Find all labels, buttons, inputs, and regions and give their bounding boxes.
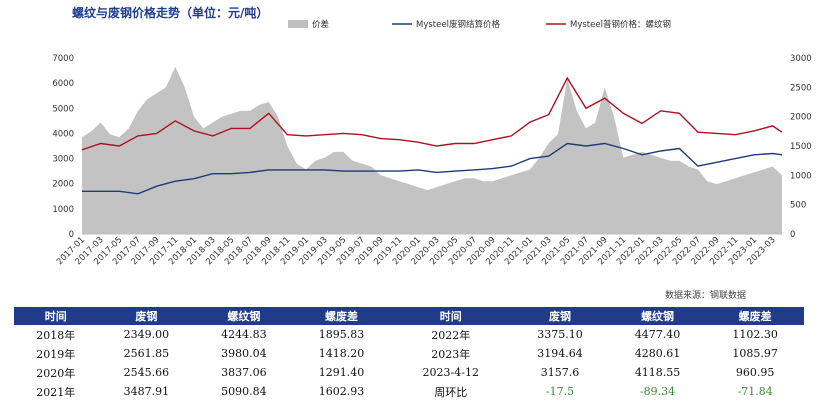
table-cell: 3375.10 (537, 328, 583, 341)
y-right-tick-label: 1500 (790, 142, 812, 152)
header-time-left: 时间 (44, 310, 67, 323)
table-cell-negative: -17.5 (545, 385, 575, 398)
table-cell: 4244.83 (221, 328, 267, 341)
chart-title: 螺纹与废钢价格走势（单位：元/吨） (72, 6, 269, 20)
header-scrap-left: 废钢 (135, 310, 158, 323)
header-time-right: 时间 (439, 310, 462, 323)
table-cell: 2018年 (36, 328, 76, 342)
y-left-tick-label: 6000 (52, 79, 74, 89)
y-left-tick-label: 3000 (52, 155, 74, 165)
header-rebar-left: 螺纹钢 (227, 310, 261, 323)
legend-label-rebar: Mysteel普钢价格：螺纹钢 (570, 19, 671, 30)
table-cell: 1895.83 (318, 328, 365, 341)
table-cell-negative: -89.34 (639, 385, 676, 398)
y-right-tick-label: 2500 (790, 83, 812, 93)
y-left-tick-label: 7000 (52, 54, 74, 64)
y-right-tick-label: 3000 (790, 54, 812, 64)
table-cell: 1085.97 (732, 347, 778, 360)
table-row: 2021年 3487.91 5090.84 1602.93 周环比 -17.5 … (14, 382, 804, 401)
y-left-tick-label: 1000 (52, 205, 74, 215)
y-right-tick-label: 2000 (790, 113, 812, 123)
y-right-tick-label: 1000 (790, 171, 812, 181)
header-spread-left: 螺废差 (324, 310, 358, 323)
table-cell: 4118.55 (634, 366, 681, 379)
table-cell: 4280.61 (634, 347, 681, 360)
table-cell-negative: -71.84 (737, 385, 773, 398)
scrap-price-line (82, 142, 783, 195)
table-cell: 2020年 (36, 366, 76, 380)
table-cell: 2021年 (36, 385, 76, 399)
header-spread-right: 螺废差 (738, 310, 772, 323)
header-rebar-right: 螺纹钢 (641, 310, 675, 323)
y-left-tick-label: 2000 (52, 180, 74, 190)
price-summary-table: 时间 废钢 螺纹钢 螺废差 时间 废钢 螺纹钢 螺废差 2018年 2349.0… (14, 307, 804, 401)
price-trend-chart: 0 1000 2000 3000 4000 5000 6000 7000 0 500 1000 150… (52, 19, 812, 267)
table-cell: 2561.85 (123, 347, 170, 360)
table-cell: 3980.04 (221, 347, 267, 360)
y-left-tick-label: 4000 (52, 129, 74, 139)
table-row: 2018年 2349.00 4244.83 1895.83 2022年 3375… (14, 325, 804, 344)
rebar-price-line (81, 76, 783, 151)
table-cell: 1602.93 (318, 385, 365, 398)
table-cell: 2022年 (431, 328, 471, 342)
table-cell: 4477.40 (634, 328, 681, 341)
legend-label-scrap: Mysteel废钢结算价格 (416, 19, 500, 30)
table-cell: 3194.64 (537, 347, 583, 360)
table-cell: 3487.91 (123, 385, 170, 398)
y-left-tick-label: 0 (69, 230, 74, 240)
header-scrap-right: 废钢 (549, 310, 572, 323)
table-cell: 2023-4-12 (422, 366, 479, 379)
y-right-tick-label: 500 (790, 201, 806, 211)
table-cell: 2023年 (431, 347, 471, 361)
table-cell: 1102.30 (732, 328, 778, 341)
table-cell: 2019年 (36, 347, 76, 361)
legend-swatch-spread (288, 20, 308, 28)
table-cell: 1291.40 (318, 366, 365, 379)
data-source: 数据来源：钢联数据 (664, 291, 746, 301)
y-left-tick-label: 5000 (52, 104, 74, 114)
legend-label-spread: 价差 (312, 19, 329, 30)
y-right-tick-label: 0 (790, 230, 795, 240)
table-cell: 2349.00 (123, 328, 170, 341)
table-cell: 5090.84 (221, 385, 267, 398)
table-cell: 1418.20 (318, 347, 365, 360)
table-cell: 3157.6 (540, 366, 580, 379)
table-row: 2020年 2545.66 3837.06 1291.40 2023-4-12 … (14, 363, 804, 382)
table-cell: 960.95 (735, 366, 775, 379)
table-cell: 2545.66 (123, 366, 170, 379)
spread-area (82, 66, 782, 234)
table-cell: 3837.06 (221, 366, 267, 379)
table-header-row: 时间 废钢 螺纹钢 螺废差 时间 废钢 螺纹钢 螺废差 (14, 307, 804, 325)
table-row: 2019年 2561.85 3980.04 1418.20 2023年 3194… (14, 344, 804, 363)
table-cell: 周环比 (434, 385, 468, 399)
